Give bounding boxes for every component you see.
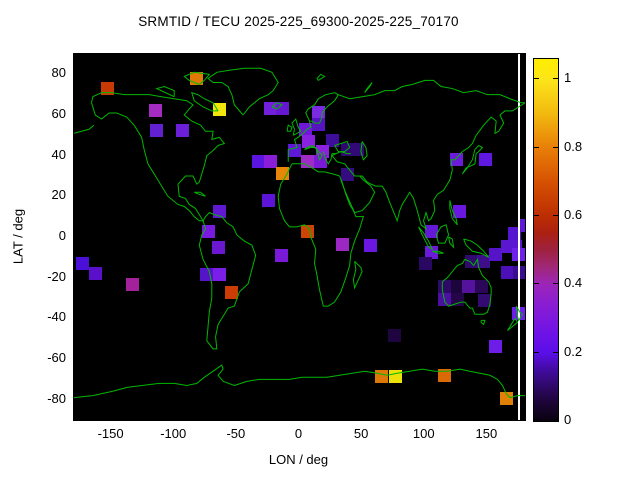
- heatmap-cell: [363, 238, 377, 252]
- heatmap-cell: [450, 153, 464, 167]
- heatmap-cell: [314, 155, 328, 169]
- heatmap-cell: [262, 193, 276, 207]
- y-tick-label: 20: [51, 187, 66, 203]
- x-tick-label: 50: [353, 426, 369, 441]
- x-axis-label: LON / deg: [268, 452, 329, 467]
- y-tick-label: -60: [47, 350, 66, 365]
- colorbar-tick-label: 0.2: [564, 343, 583, 359]
- heatmap-cell: [479, 153, 493, 167]
- heatmap-cell: [276, 167, 290, 181]
- heatmap-cell: [287, 144, 301, 158]
- heatmap-cell: [464, 254, 478, 268]
- heatmap-cell: [212, 240, 226, 254]
- y-tick-label: 40: [51, 146, 66, 162]
- heatmap-cell: [251, 155, 265, 169]
- heatmap-cell: [301, 155, 315, 169]
- colorbar: [533, 58, 559, 422]
- heatmap-cell: [299, 122, 313, 136]
- x-tick-label: 150: [475, 426, 498, 441]
- heatmap-cell: [351, 143, 365, 157]
- x-tick-label: -50: [226, 426, 246, 441]
- colorbar-tick-label: 0.4: [564, 275, 583, 291]
- heatmap-cell: [300, 225, 314, 239]
- y-tick-label: 80: [51, 65, 66, 81]
- x-tick-label: 100: [412, 426, 435, 441]
- colorbar-tick-label: 0.6: [564, 207, 583, 223]
- x-tick-label: 0: [294, 426, 303, 441]
- y-axis-label: LAT / deg: [10, 208, 26, 265]
- heatmap-cell: [75, 256, 89, 270]
- y-tick-label: -20: [47, 268, 66, 284]
- colorbar-tick-mark: [534, 283, 539, 285]
- heatmap-cell: [212, 205, 226, 219]
- heatmap-cell: [276, 102, 290, 116]
- colorbar-tick-label: 1: [564, 70, 572, 86]
- heatmap-cell: [474, 280, 488, 294]
- heatmap-cell: [150, 123, 164, 137]
- colorbar-tick-mark: [553, 146, 558, 148]
- heatmap-cell: [438, 280, 452, 294]
- heatmap-cell: [125, 278, 139, 292]
- heatmap-cell: [148, 104, 162, 118]
- heatmap-cell: [418, 256, 432, 270]
- heatmap-cell: [264, 155, 278, 169]
- colorbar-tick-mark: [553, 283, 558, 285]
- heatmap-cell: [388, 329, 402, 343]
- heatmap-cell: [202, 225, 216, 239]
- colorbar-tick-mark: [553, 78, 558, 80]
- heatmap-cell: [478, 293, 492, 307]
- heatmap-cell: [340, 168, 354, 182]
- colorbar-tick-mark: [534, 78, 539, 80]
- heatmap-cell: [200, 268, 214, 282]
- plot-title: SRMTID / TECU 2025-225_69300-2025-225_70…: [138, 14, 459, 29]
- heatmap-cell: [312, 117, 326, 131]
- heatmap-cell: [336, 237, 350, 251]
- heatmap-cell: [438, 292, 452, 306]
- colorbar-tick-mark: [534, 146, 539, 148]
- heatmap-cell: [438, 368, 452, 382]
- heatmap-cell: [489, 340, 503, 354]
- heatmap-cell: [100, 82, 114, 96]
- heatmap-cell: [452, 205, 466, 219]
- x-tick-label: -150: [97, 426, 124, 441]
- heatmap-cell: [212, 103, 226, 117]
- colorbar-tick-mark: [534, 215, 539, 217]
- heatmap-cell: [189, 71, 203, 85]
- heatmap-cell: [275, 248, 289, 262]
- colorbar-tick-label: 0: [564, 412, 572, 427]
- heatmap-cell: [263, 102, 277, 116]
- colorbar-tick-label: 0.8: [564, 138, 583, 154]
- heatmap-cell: [88, 267, 102, 281]
- heatmap-cell: [500, 266, 514, 280]
- colorbar-tick-mark: [534, 351, 539, 353]
- colorbar-tick-mark: [553, 419, 558, 420]
- heatmap-cells-layer: [74, 54, 525, 420]
- heatmap-cell: [500, 392, 514, 406]
- y-tick-label: 60: [51, 106, 66, 121]
- colorbar-tick-mark: [553, 215, 558, 217]
- y-tick-label: -40: [47, 309, 66, 325]
- antimeridian-line: [518, 54, 520, 420]
- heatmap-cell: [489, 247, 503, 261]
- x-tick-label: -100: [160, 426, 187, 441]
- heatmap-cell: [176, 123, 190, 137]
- heatmap-cell: [375, 369, 389, 383]
- heatmap-cell: [225, 286, 239, 300]
- heatmap-cell: [462, 280, 476, 294]
- colorbar-tick-mark: [534, 419, 539, 420]
- heatmap-cell: [302, 134, 316, 148]
- colorbar-tick-mark: [553, 351, 558, 353]
- heatmap-cell: [450, 292, 464, 306]
- y-tick-label: -80: [47, 390, 66, 406]
- map-plot-area: [73, 53, 526, 421]
- y-tick-label: 0: [58, 228, 66, 243]
- heatmap-cell: [212, 268, 226, 282]
- heatmap-cell: [389, 369, 403, 383]
- heatmap-cell: [425, 225, 439, 239]
